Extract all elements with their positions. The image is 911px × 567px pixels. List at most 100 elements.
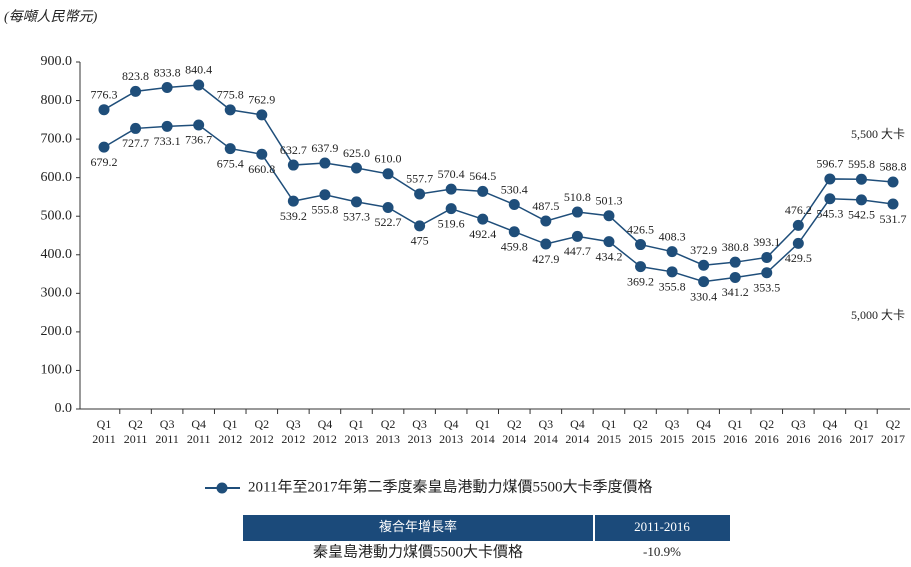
data-label: 637.9 xyxy=(311,141,338,155)
table-header: 2011-2016 xyxy=(634,519,690,534)
point xyxy=(445,183,457,195)
y-tick-label: 300.0 xyxy=(41,286,73,301)
point xyxy=(792,237,804,249)
x-tick-label: 2017 xyxy=(849,432,873,446)
data-label: 539.2 xyxy=(280,209,307,223)
data-label: 679.2 xyxy=(91,155,118,169)
data-label: 625.0 xyxy=(343,146,370,160)
data-label: 476.2 xyxy=(785,203,812,217)
point xyxy=(761,251,773,263)
x-tick-label: 2011 xyxy=(155,432,179,446)
data-label: 775.8 xyxy=(217,88,244,102)
point xyxy=(256,109,268,121)
point xyxy=(603,210,615,222)
data-label: 408.3 xyxy=(659,229,686,243)
x-tick-label: Q2 xyxy=(507,417,522,431)
legend-marker xyxy=(216,482,228,494)
x-tick-label: 2015 xyxy=(597,432,621,446)
point xyxy=(887,198,899,210)
x-tick-label: Q4 xyxy=(191,417,206,431)
table-header: 複合年增長率 xyxy=(379,519,457,534)
point xyxy=(224,104,236,116)
table-header-cell xyxy=(595,515,730,541)
x-tick-label: Q3 xyxy=(286,417,301,431)
x-tick-label: Q4 xyxy=(696,417,711,431)
x-tick-label: 2013 xyxy=(376,432,400,446)
point xyxy=(729,256,741,268)
data-label: 545.3 xyxy=(816,207,843,221)
point xyxy=(256,148,268,160)
point xyxy=(98,104,110,116)
y-tick-label: 400.0 xyxy=(41,247,73,262)
point xyxy=(508,226,520,238)
point xyxy=(508,199,520,211)
data-label: 833.8 xyxy=(154,65,181,79)
point xyxy=(224,143,236,155)
point xyxy=(414,188,426,200)
data-label: 393.1 xyxy=(753,235,780,249)
y-tick-label: 200.0 xyxy=(41,324,73,339)
y-tick-label: 700.0 xyxy=(41,131,73,146)
point xyxy=(666,266,678,278)
point xyxy=(824,193,836,205)
table-cell: -10.9% xyxy=(643,544,681,559)
x-tick-label: Q3 xyxy=(665,417,680,431)
data-label: 675.4 xyxy=(217,156,244,170)
x-tick-label: Q2 xyxy=(128,417,143,431)
data-label: 595.8 xyxy=(848,157,875,171)
point xyxy=(666,246,678,258)
x-tick-label: 2014 xyxy=(502,432,526,446)
x-tick-label: 2011 xyxy=(124,432,148,446)
x-tick-label: 2013 xyxy=(439,432,463,446)
data-label: 588.8 xyxy=(880,160,907,174)
x-tick-label: 2011 xyxy=(92,432,116,446)
data-label: 762.9 xyxy=(248,93,275,107)
point xyxy=(792,219,804,231)
x-tick-label: Q1 xyxy=(475,417,490,431)
data-label: 492.4 xyxy=(469,227,496,241)
table-cell: 秦皇島港動力煤價5500大卡價格 xyxy=(313,543,523,560)
x-tick-label: Q2 xyxy=(633,417,648,431)
x-tick-label: 2012 xyxy=(250,432,274,446)
data-label: 610.0 xyxy=(375,152,402,166)
y-tick-label: 800.0 xyxy=(41,93,73,108)
point xyxy=(287,195,299,207)
data-label: 355.8 xyxy=(659,280,686,294)
point xyxy=(603,236,615,248)
x-tick-label: Q1 xyxy=(728,417,743,431)
point xyxy=(540,238,552,250)
data-label: 555.8 xyxy=(311,202,338,216)
point xyxy=(382,201,394,213)
point xyxy=(855,194,867,206)
x-tick-label: 2016 xyxy=(818,432,842,446)
point xyxy=(130,122,142,134)
point xyxy=(729,271,741,283)
data-label: 330.4 xyxy=(690,289,717,303)
point xyxy=(761,267,773,279)
table-header-cell xyxy=(243,515,593,541)
data-label: 475 xyxy=(411,234,429,248)
data-label: 776.3 xyxy=(91,87,118,101)
x-tick-label: Q1 xyxy=(349,417,364,431)
x-tick-label: 2012 xyxy=(313,432,337,446)
data-label: 429.5 xyxy=(785,251,812,265)
data-label: 736.7 xyxy=(185,133,212,147)
point xyxy=(161,120,173,132)
data-label: 570.4 xyxy=(438,167,465,181)
point xyxy=(350,196,362,208)
x-tick-label: 2012 xyxy=(218,432,242,446)
point xyxy=(540,215,552,227)
point xyxy=(477,213,489,225)
point xyxy=(824,173,836,185)
point xyxy=(193,79,205,91)
x-tick-label: 2016 xyxy=(786,432,810,446)
data-label: 733.1 xyxy=(154,134,181,148)
x-tick-label: Q1 xyxy=(854,417,869,431)
data-label: 426.5 xyxy=(627,222,654,236)
data-label: 372.9 xyxy=(690,243,717,257)
x-tick-label: 2015 xyxy=(692,432,716,446)
data-label: 542.5 xyxy=(848,208,875,222)
data-label: 537.3 xyxy=(343,210,370,224)
x-tick-label: Q3 xyxy=(160,417,175,431)
